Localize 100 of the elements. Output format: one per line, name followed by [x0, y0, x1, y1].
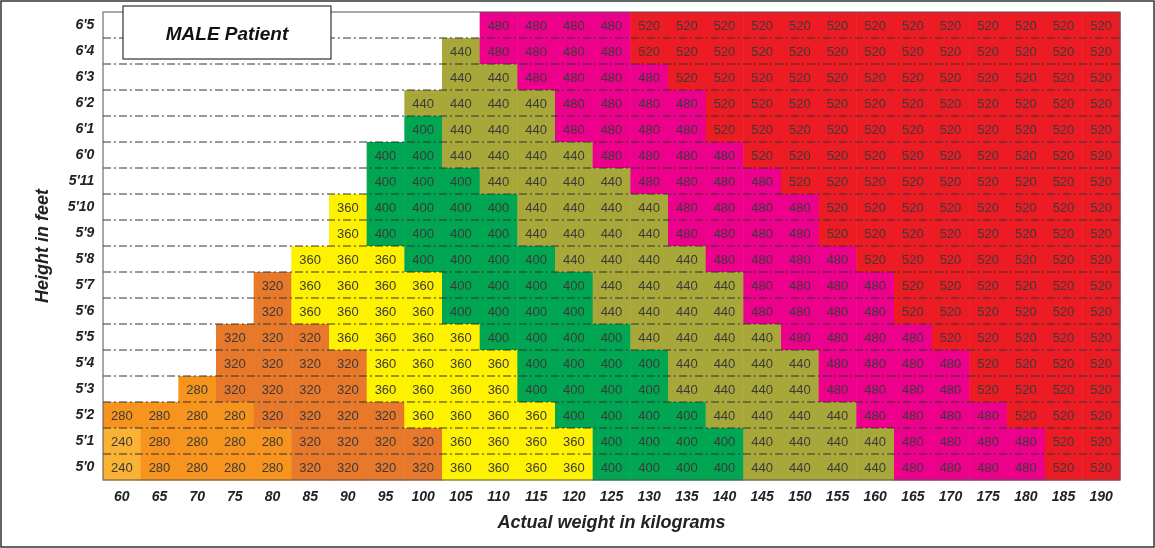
data-label: 520: [751, 43, 774, 59]
data-label: 520: [939, 225, 962, 241]
data-label: 400: [638, 407, 661, 423]
data-label: 520: [675, 43, 698, 59]
data-label: 520: [751, 69, 774, 85]
x-tick-label: 165: [901, 488, 925, 505]
data-label: 520: [1090, 303, 1113, 319]
data-label: 360: [299, 277, 322, 293]
data-label: 520: [1090, 251, 1113, 267]
data-label: 480: [977, 407, 1000, 423]
data-label: 360: [487, 381, 510, 397]
data-label: 520: [788, 43, 811, 59]
data-label: 520: [826, 199, 849, 215]
data-label: 400: [449, 225, 472, 241]
data-label: 520: [1090, 277, 1113, 293]
data-label: 520: [1052, 199, 1075, 215]
data-label: 480: [600, 69, 623, 85]
data-label: 520: [826, 225, 849, 241]
data-label: 360: [449, 355, 472, 371]
data-label: 320: [261, 329, 284, 345]
x-tick-label: 105: [449, 488, 473, 505]
data-label: 400: [675, 433, 698, 449]
data-label: 520: [939, 69, 962, 85]
data-label: 400: [449, 173, 472, 189]
data-label: 480: [562, 43, 585, 59]
data-label: 400: [487, 199, 510, 215]
data-label: 520: [1014, 251, 1037, 267]
data-label: 520: [1014, 225, 1037, 241]
x-tick-label: 140: [712, 488, 737, 505]
data-label: 480: [788, 199, 811, 215]
data-label: 400: [600, 355, 623, 371]
y-tick-label: 5'7: [75, 276, 96, 293]
data-label: 440: [600, 277, 623, 293]
data-label: 440: [826, 407, 849, 423]
y-tick-label: 5'1: [75, 432, 95, 449]
data-label: 520: [864, 173, 887, 189]
data-label: 360: [525, 407, 548, 423]
data-label: 520: [713, 121, 736, 137]
data-label: 360: [449, 329, 472, 345]
data-label: 440: [675, 329, 698, 345]
data-label: 520: [788, 173, 811, 189]
data-label: 440: [562, 199, 585, 215]
data-label: 520: [1014, 17, 1037, 33]
data-label: 480: [638, 69, 661, 85]
x-tick-label: 85: [302, 488, 319, 505]
data-label: 520: [977, 381, 1000, 397]
data-label: 440: [600, 251, 623, 267]
x-axis-title: Actual weight in kilograms: [496, 512, 726, 532]
data-label: 440: [788, 381, 811, 397]
data-label: 440: [788, 407, 811, 423]
data-label: 400: [449, 303, 472, 319]
data-label: 480: [638, 95, 661, 111]
data-label: 480: [751, 251, 774, 267]
y-tick-label: 6'1: [75, 120, 95, 137]
data-label: 520: [939, 251, 962, 267]
data-label: 360: [487, 355, 510, 371]
data-label: 440: [751, 355, 774, 371]
data-label: 480: [713, 147, 736, 163]
data-label: 520: [864, 147, 887, 163]
data-label: 440: [713, 329, 736, 345]
data-label: 320: [261, 277, 284, 293]
data-label: 360: [412, 329, 435, 345]
data-label: 520: [1052, 459, 1075, 475]
data-label: 480: [713, 225, 736, 241]
data-label: 520: [638, 17, 661, 33]
data-label: 520: [1090, 173, 1113, 189]
data-label: 520: [713, 69, 736, 85]
data-label: 360: [299, 303, 322, 319]
data-label: 480: [751, 277, 774, 293]
data-label: 520: [1090, 381, 1113, 397]
y-tick-label: 6'0: [75, 146, 95, 163]
data-label: 400: [525, 355, 548, 371]
data-label: 320: [261, 381, 284, 397]
data-label: 520: [1090, 329, 1113, 345]
data-label: 480: [901, 459, 924, 475]
data-label: 520: [1014, 303, 1037, 319]
data-label: 360: [299, 251, 322, 267]
x-tick-label: 170: [938, 488, 963, 505]
data-label: 520: [826, 43, 849, 59]
data-label: 480: [675, 225, 698, 241]
data-label: 360: [374, 277, 397, 293]
y-tick-label: 5'2: [75, 406, 95, 423]
data-label: 480: [562, 17, 585, 33]
data-label: 480: [864, 303, 887, 319]
data-label: 360: [525, 459, 548, 475]
data-label: 520: [1052, 225, 1075, 241]
data-label: 520: [901, 277, 924, 293]
x-tick-label: 75: [227, 488, 243, 505]
data-label: 400: [600, 459, 623, 475]
data-label: 520: [1014, 381, 1037, 397]
data-label: 440: [525, 225, 548, 241]
data-label: 360: [412, 381, 435, 397]
data-label: 320: [374, 407, 397, 423]
data-label: 440: [600, 225, 623, 241]
data-label: 320: [223, 355, 246, 371]
data-label: 440: [675, 381, 698, 397]
data-label: 520: [1090, 225, 1113, 241]
data-label: 520: [1014, 121, 1037, 137]
data-label: 520: [864, 43, 887, 59]
data-label: 520: [977, 121, 1000, 137]
